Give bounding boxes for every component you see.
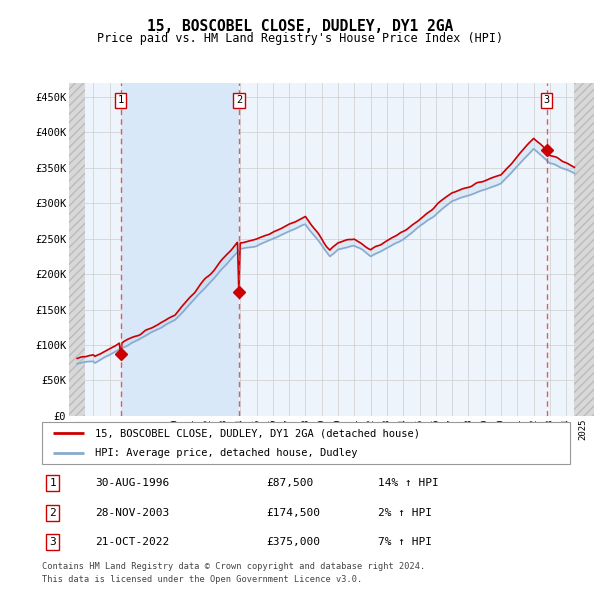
Bar xyxy=(69,83,85,416)
Text: 2: 2 xyxy=(236,96,242,106)
Text: 1: 1 xyxy=(118,96,124,106)
Text: 15, BOSCOBEL CLOSE, DUDLEY, DY1 2GA (detached house): 15, BOSCOBEL CLOSE, DUDLEY, DY1 2GA (det… xyxy=(95,428,420,438)
Text: 30-AUG-1996: 30-AUG-1996 xyxy=(95,478,170,488)
Text: £87,500: £87,500 xyxy=(266,478,314,488)
Text: This data is licensed under the Open Government Licence v3.0.: This data is licensed under the Open Gov… xyxy=(42,575,362,584)
FancyBboxPatch shape xyxy=(42,422,570,464)
Text: 3: 3 xyxy=(544,96,550,106)
Text: HPI: Average price, detached house, Dudley: HPI: Average price, detached house, Dudl… xyxy=(95,448,358,458)
Text: 14% ↑ HPI: 14% ↑ HPI xyxy=(379,478,439,488)
Text: 28-NOV-2003: 28-NOV-2003 xyxy=(95,508,170,517)
Text: £375,000: £375,000 xyxy=(266,537,320,548)
Text: £174,500: £174,500 xyxy=(266,508,320,517)
Text: 7% ↑ HPI: 7% ↑ HPI xyxy=(379,537,433,548)
Text: Contains HM Land Registry data © Crown copyright and database right 2024.: Contains HM Land Registry data © Crown c… xyxy=(42,562,425,571)
Bar xyxy=(121,83,239,416)
Text: 2: 2 xyxy=(49,508,56,517)
Bar xyxy=(574,83,599,416)
Text: Price paid vs. HM Land Registry's House Price Index (HPI): Price paid vs. HM Land Registry's House … xyxy=(97,32,503,45)
Text: 2% ↑ HPI: 2% ↑ HPI xyxy=(379,508,433,517)
Text: 15, BOSCOBEL CLOSE, DUDLEY, DY1 2GA: 15, BOSCOBEL CLOSE, DUDLEY, DY1 2GA xyxy=(147,19,453,34)
Text: 3: 3 xyxy=(49,537,56,548)
Text: 1: 1 xyxy=(49,478,56,488)
Text: 21-OCT-2022: 21-OCT-2022 xyxy=(95,537,170,548)
